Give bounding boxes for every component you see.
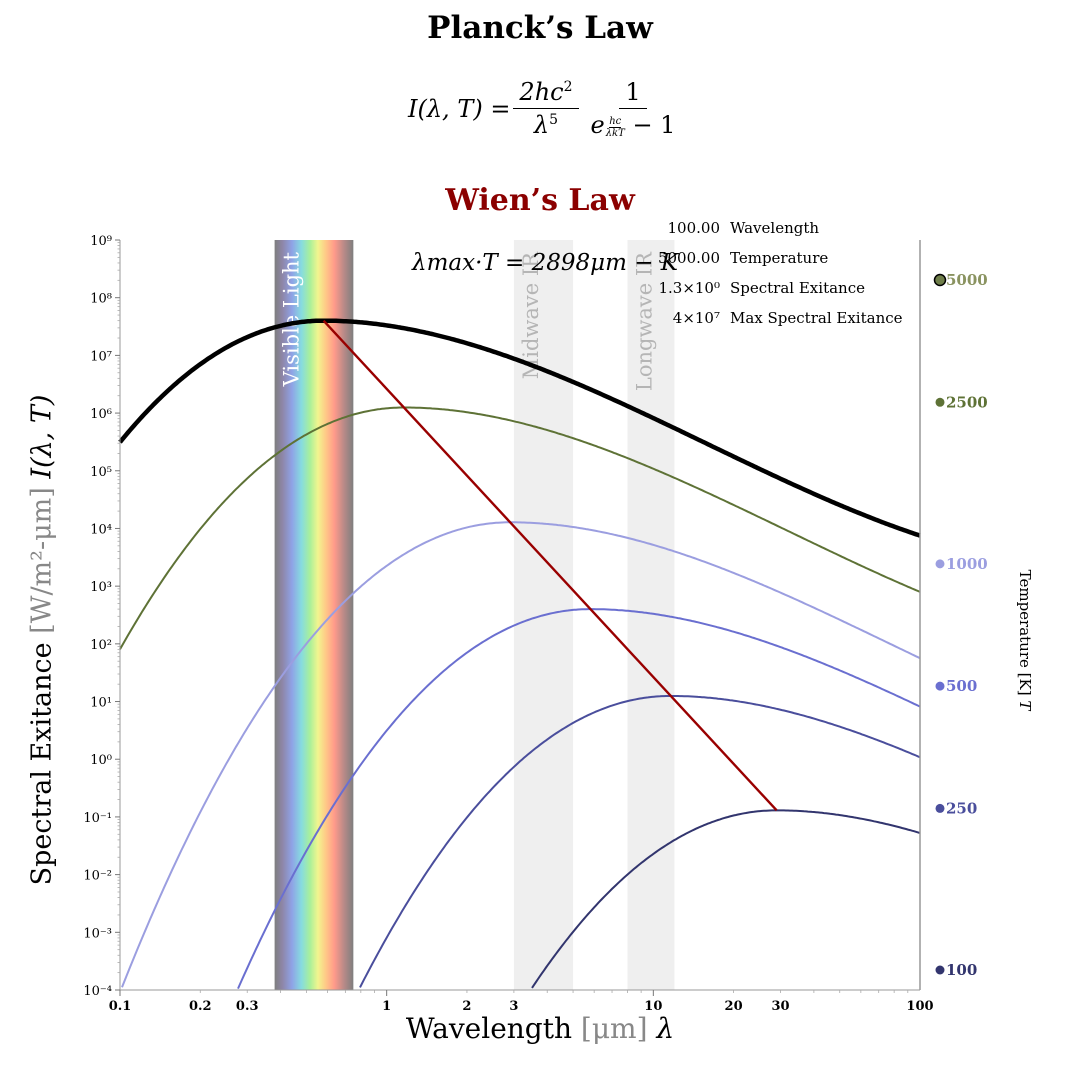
x-axis-label-symbol: λ — [656, 1012, 675, 1045]
temperature-marker — [933, 273, 947, 287]
temperature-scale-label: 100 — [946, 961, 977, 979]
band-label: Visible Light — [280, 251, 304, 387]
y-axis-label-units: [W/m²-μm] — [26, 487, 58, 634]
temperature-scale-label: 2500 — [946, 393, 988, 411]
y-tick-label: 10⁶ — [90, 407, 112, 422]
series-line-100 — [531, 809, 921, 989]
temperature-scale-label: 1000 — [946, 555, 988, 573]
readout-panel: 100.00 Wavelength 5000.00 Temperature 1.3×… — [640, 213, 903, 333]
readout-value: 5000.00 — [657, 249, 720, 267]
y-tick-label: 10⁻³ — [83, 926, 112, 941]
formula-exp-num: hc — [609, 116, 622, 128]
temperature-scale-label: 500 — [946, 677, 977, 695]
x-tick-label: 1 — [382, 999, 391, 1014]
formula-frac2-num: 1 — [619, 78, 647, 109]
x-tick-label: 10 — [644, 999, 662, 1014]
x-tick-label: 3 — [509, 999, 518, 1014]
readout-label: Max Spectral Exitance — [730, 309, 903, 327]
y-tick-label: 10⁷ — [90, 349, 112, 364]
temperature-marker — [935, 681, 945, 691]
y-tick-label: 10⁵ — [90, 465, 112, 480]
series-line-2500 — [119, 406, 921, 650]
y-tick-label: 10⁸ — [90, 292, 112, 307]
y-axis-label-symbol: I(λ, T) — [26, 394, 58, 479]
formula-exp-den: λkT — [605, 128, 625, 139]
formula-frac1-den-sup: 5 — [549, 112, 559, 128]
formula-fraction-2: 1 e hc λkT − 1 — [585, 78, 682, 139]
readout-row: 1.3×10⁰ Spectral Exitance — [640, 273, 903, 303]
chart-title: Planck’s Law — [427, 10, 653, 46]
formula-lhs: I(λ, T) = — [408, 94, 511, 123]
readout-value: 100.00 — [667, 219, 721, 237]
x-axis-label: Wavelength [μm] λ — [0, 1012, 1080, 1045]
x-tick-label: 0.3 — [236, 999, 259, 1014]
wien-line — [322, 319, 778, 812]
series-line-500 — [237, 608, 921, 990]
y-tick-label: 10⁰ — [90, 753, 112, 768]
y-tick-label: 10⁻⁴ — [83, 984, 112, 999]
readout-row: 4×10⁷ Max Spectral Exitance — [640, 303, 903, 333]
x-tick-label: 20 — [725, 999, 743, 1014]
readout-value: 4×10⁷ — [672, 309, 720, 327]
temperature-marker — [935, 397, 945, 407]
readout-row: 5000.00 Temperature — [640, 243, 903, 273]
y-axis-label-text: Spectral Exitance — [26, 642, 58, 886]
temperature-marker — [935, 965, 945, 975]
x-tick-label: 0.2 — [189, 999, 212, 1014]
y-tick-label: 10² — [90, 638, 112, 653]
wien-title: Wien’s Law — [445, 183, 635, 218]
series-line-250 — [359, 694, 921, 988]
series-line-1000 — [121, 521, 921, 988]
y-tick-label: 10⁻² — [83, 869, 112, 884]
temperature-marker — [935, 559, 945, 569]
readout-row: 100.00 Wavelength — [640, 213, 903, 243]
temperature-scale-label: 250 — [946, 799, 977, 817]
y-tick-label: 10⁻¹ — [83, 811, 112, 826]
temperature-scale-label: 5000 — [946, 271, 988, 289]
readout-label: Wavelength — [730, 219, 820, 237]
formula-fraction-1: 2hc2 λ5 — [513, 78, 579, 139]
formula-frac1-den: λ — [533, 111, 550, 139]
formula-frac1-num-sup: 2 — [563, 79, 573, 95]
formula-exponent: hc λkT — [606, 116, 625, 139]
planck-formula: I(λ, T) = 2hc2 λ5 1 e hc λkT − 1 — [408, 78, 684, 139]
readout-label: Temperature — [730, 249, 829, 267]
x-tick-label: 100 — [906, 999, 933, 1014]
temperature-axis-label-text: Temperature [K] — [1016, 569, 1034, 696]
formula-frac2-den-tail: − 1 — [632, 111, 676, 139]
x-axis-label-text: Wavelength — [405, 1012, 573, 1045]
readout-label: Spectral Exitance — [730, 279, 865, 297]
temperature-axis-label-symbol: T — [1016, 700, 1034, 711]
wien-formula: λmax·T = 2898μm − K — [412, 250, 678, 276]
band-label: Longwave IR — [632, 251, 656, 391]
readout-value: 1.3×10⁰ — [658, 279, 720, 297]
y-axis-label: Spectral Exitance [W/m²-μm] I(λ, T) — [27, 395, 58, 886]
y-tick-label: 10⁴ — [90, 522, 112, 537]
formula-frac2-den-base: e — [590, 111, 605, 139]
band-label: Midwave IR — [519, 251, 543, 379]
series-line-5000 — [118, 318, 921, 538]
x-tick-label: 2 — [462, 999, 471, 1014]
visible-light-band — [274, 240, 354, 990]
y-tick-label: 10¹ — [90, 696, 112, 711]
formula-frac1-num: 2hc — [519, 78, 564, 106]
x-tick-label: 0.1 — [109, 999, 132, 1014]
y-tick-label: 10³ — [90, 580, 112, 595]
temperature-axis-label: Temperature [K] T — [1016, 570, 1034, 711]
x-tick-label: 30 — [772, 999, 790, 1014]
temperature-marker — [935, 803, 945, 813]
y-tick-label: 10⁹ — [90, 234, 112, 249]
x-axis-label-units: [μm] — [580, 1012, 648, 1045]
